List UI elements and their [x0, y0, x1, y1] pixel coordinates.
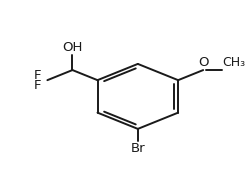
Text: F: F [34, 79, 41, 92]
Text: OH: OH [62, 41, 82, 54]
Text: F: F [34, 69, 41, 82]
Text: CH₃: CH₃ [222, 56, 245, 69]
Text: O: O [197, 56, 208, 69]
Text: Br: Br [130, 142, 145, 155]
